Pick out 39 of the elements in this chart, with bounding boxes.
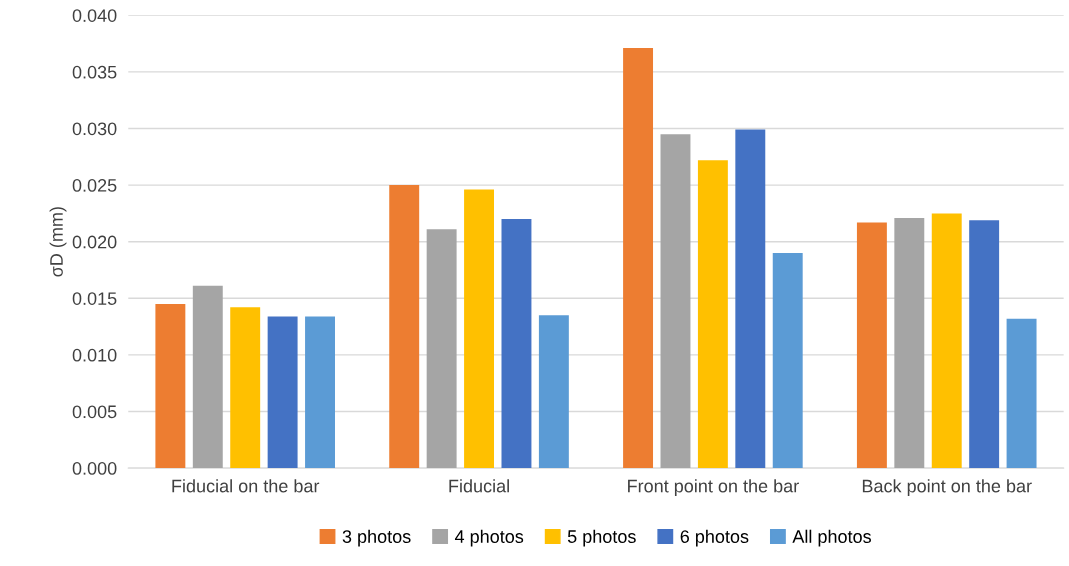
legend-label: 3 photos — [342, 529, 411, 547]
bar — [772, 253, 803, 469]
y-tick-label: 0.035 — [72, 65, 117, 79]
bar — [660, 134, 691, 469]
bar — [267, 316, 298, 469]
legend-label: 4 photos — [454, 529, 524, 547]
bar — [305, 316, 335, 469]
bar — [969, 220, 1000, 469]
y-axis-title: σD (mm) — [49, 207, 67, 277]
y-tick-label: 0.025 — [72, 179, 117, 192]
bar — [697, 160, 728, 469]
bar — [389, 185, 420, 469]
legend-label: All photos — [792, 529, 871, 547]
x-tick-label: Fiducial — [449, 479, 509, 493]
bar — [1006, 318, 1037, 469]
bar — [623, 48, 654, 469]
bar — [856, 222, 887, 469]
y-tick-label: 0.040 — [72, 9, 117, 22]
y-tick-label: 0.010 — [72, 348, 117, 362]
y-tick-label: 0.005 — [72, 405, 117, 419]
legend-label: 6 photos — [680, 529, 749, 547]
bar — [931, 213, 962, 469]
bar — [464, 189, 495, 469]
x-tick-label: Fiducial on the bar — [172, 479, 320, 493]
y-tick-label: 0.020 — [72, 235, 117, 249]
y-tick-label: 0.030 — [72, 122, 117, 136]
bar — [735, 129, 766, 469]
bar — [426, 229, 457, 469]
legend-label: 5 photos — [567, 529, 636, 547]
bar — [501, 219, 532, 469]
bar — [230, 307, 261, 469]
bar — [538, 315, 569, 469]
bar — [894, 217, 925, 469]
y-tick-label: 0.015 — [72, 292, 117, 305]
y-tick-label: 0.000 — [72, 462, 117, 475]
bar — [155, 303, 186, 469]
bar — [192, 285, 223, 469]
x-tick-label: Front point on the bar — [628, 479, 799, 497]
x-tick-label: Back point on the bar — [862, 479, 1032, 497]
